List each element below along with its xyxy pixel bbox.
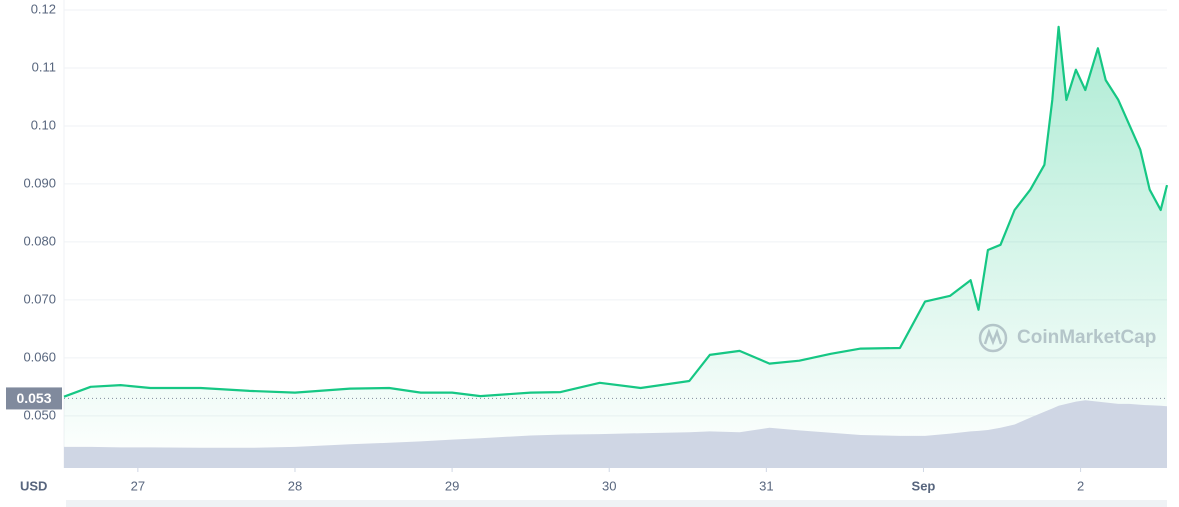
plot bbox=[63, 25, 1169, 469]
y-tick-label: 0.070 bbox=[23, 291, 56, 306]
price-line bbox=[63, 25, 1169, 398]
y-tick-label: 0.080 bbox=[23, 233, 56, 248]
x-tick-label: 27 bbox=[131, 478, 145, 493]
watermark: CoinMarketCap bbox=[978, 323, 1156, 353]
y-tick-label: 0.10 bbox=[31, 117, 56, 132]
navigator bbox=[66, 500, 1167, 507]
y-tick-label: 0.090 bbox=[23, 175, 56, 190]
y-tick-label: 0.060 bbox=[23, 349, 56, 364]
watermark-text: CoinMarketCap bbox=[1017, 327, 1156, 348]
logo bbox=[978, 323, 1008, 353]
y-tick-label: 0.050 bbox=[23, 407, 56, 422]
x-tick-label: 28 bbox=[288, 478, 302, 493]
grid bbox=[63, 0, 1167, 472]
x-tick-label: 30 bbox=[602, 478, 616, 493]
y-tick-label: 0.11 bbox=[32, 59, 56, 74]
y-tick-label: 0.12 bbox=[31, 1, 56, 16]
x-tick-label: 29 bbox=[445, 478, 459, 493]
axis-label: USD bbox=[20, 478, 47, 493]
logo-mark bbox=[983, 328, 1003, 346]
x-tick-label: Sep bbox=[912, 478, 936, 493]
x-tick-label: 2 bbox=[1077, 478, 1084, 493]
current-price-badge bbox=[6, 387, 62, 410]
volume-area bbox=[64, 400, 1167, 468]
current-price-label: 0.053 bbox=[16, 390, 51, 406]
price-area bbox=[64, 26, 1167, 469]
x-tick-label: 31 bbox=[759, 478, 773, 493]
